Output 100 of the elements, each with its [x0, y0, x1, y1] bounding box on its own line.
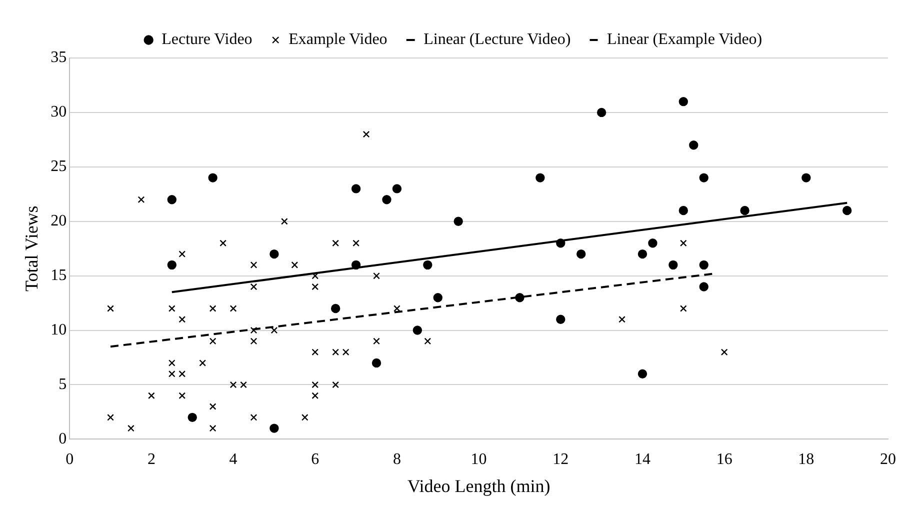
point — [680, 240, 687, 247]
point — [209, 403, 216, 410]
x-tick-label: 16 — [716, 451, 732, 468]
point — [699, 282, 708, 292]
point — [362, 130, 370, 138]
point — [168, 370, 176, 378]
point — [148, 392, 155, 400]
point — [382, 194, 392, 204]
point — [167, 194, 176, 204]
y-tick-label: 15 — [50, 267, 67, 284]
point — [250, 262, 258, 268]
point — [281, 218, 288, 225]
point — [270, 326, 278, 334]
point — [230, 305, 237, 312]
point — [240, 381, 247, 388]
y-tick-label: 10 — [50, 321, 67, 338]
point — [536, 173, 545, 182]
x-axis-title: Video Length (min) — [407, 476, 550, 496]
x-tick-label: 14 — [634, 451, 650, 468]
point — [128, 424, 134, 432]
point — [699, 173, 708, 182]
x-tick-label: 4 — [229, 451, 238, 468]
point — [638, 249, 648, 259]
legend-label: Linear (Example Video) — [606, 31, 762, 48]
point — [515, 293, 524, 302]
y-tick-label: 0 — [58, 430, 67, 448]
legend-label: Lecture Video — [162, 31, 252, 48]
point — [209, 424, 216, 432]
point — [720, 348, 728, 356]
y-tick-label: 5 — [58, 376, 67, 393]
point — [332, 240, 340, 247]
y-axis-title: Total Views — [22, 206, 42, 292]
point — [312, 381, 319, 388]
point — [454, 216, 463, 226]
point — [678, 96, 688, 106]
point — [332, 381, 340, 388]
point — [392, 184, 402, 194]
point — [250, 338, 258, 345]
x-tick-label: 2 — [147, 451, 156, 468]
point — [107, 305, 114, 312]
point — [668, 260, 678, 270]
point — [352, 240, 360, 247]
y-tick-label: 35 — [50, 49, 67, 66]
point — [230, 381, 237, 388]
point — [270, 249, 279, 259]
point — [576, 249, 586, 259]
point — [680, 305, 687, 312]
legend-label: Example Video — [288, 31, 388, 48]
point — [556, 314, 566, 324]
point — [618, 316, 626, 323]
point — [648, 238, 658, 248]
point — [220, 240, 226, 247]
y-tick-label: 20 — [50, 212, 67, 230]
x-tick-label: 8 — [392, 451, 401, 468]
point — [842, 206, 852, 216]
point — [638, 369, 648, 378]
point — [342, 348, 350, 356]
point — [330, 304, 340, 314]
point — [351, 184, 361, 194]
point — [394, 305, 400, 312]
point — [209, 338, 216, 345]
point — [689, 140, 698, 150]
point — [699, 260, 708, 270]
x-tick-label: 6 — [311, 451, 320, 468]
point — [433, 293, 442, 302]
point — [740, 206, 750, 216]
point — [423, 260, 432, 270]
x-tick-label: 12 — [552, 451, 569, 468]
point — [250, 326, 258, 334]
point — [138, 196, 145, 204]
point — [424, 338, 432, 345]
point — [372, 358, 382, 368]
x-tick-label: 10 — [470, 451, 487, 468]
point — [199, 360, 206, 366]
point — [556, 238, 566, 248]
legend-label: Linear (Lecture Video) — [424, 31, 571, 48]
point — [332, 348, 340, 356]
point — [167, 260, 176, 270]
point — [250, 414, 258, 421]
point — [301, 414, 308, 421]
point — [168, 305, 176, 312]
point — [250, 283, 258, 290]
point — [209, 305, 216, 312]
y-tick-label: 30 — [50, 104, 67, 121]
point — [312, 283, 319, 290]
point — [188, 412, 197, 422]
point — [596, 108, 606, 118]
point — [678, 206, 688, 216]
point — [312, 348, 319, 356]
point — [178, 370, 186, 378]
point — [208, 173, 218, 182]
point — [351, 260, 361, 270]
point — [802, 173, 811, 182]
point — [412, 326, 422, 335]
point — [178, 316, 186, 323]
x-tick-label: 20 — [880, 451, 896, 468]
point — [178, 250, 186, 258]
y-tick-label: 25 — [50, 158, 67, 176]
point — [291, 262, 298, 268]
point — [107, 414, 114, 421]
